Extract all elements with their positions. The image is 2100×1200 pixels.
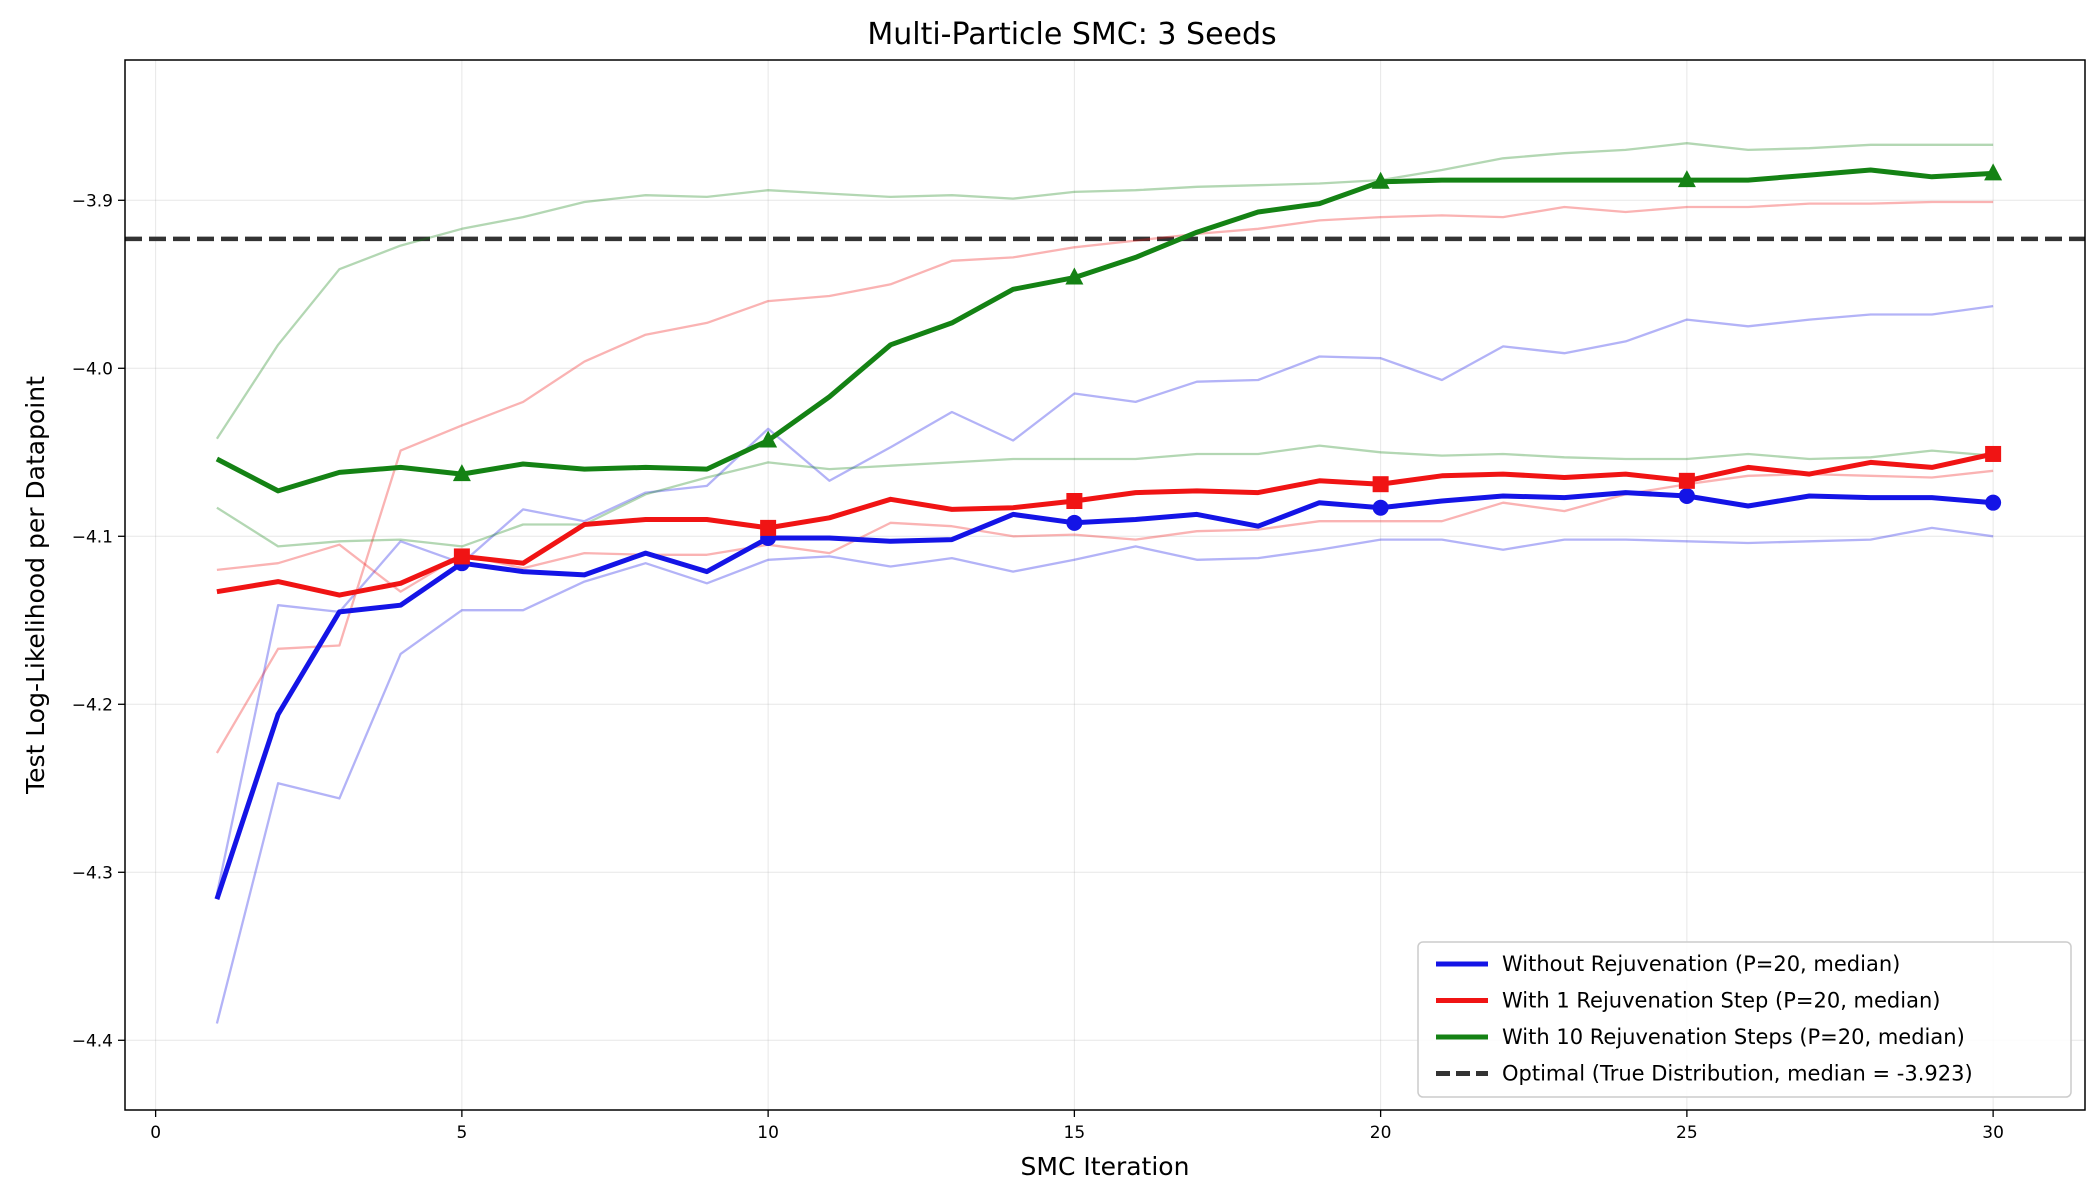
marker-series-2 <box>1066 493 1083 509</box>
legend-label: With 1 Rejuvenation Step (P=20, median) <box>1502 989 1940 1013</box>
plot-frame <box>124 59 2086 1111</box>
marker-series-1 <box>1678 487 1695 504</box>
seed-line-series-3 <box>216 444 1994 548</box>
x-axis-ticks: 0 5 10 15 20 25 30 <box>150 1110 2004 1143</box>
marker-series-3 <box>759 430 778 448</box>
seed-line-series-2 <box>215 200 1994 754</box>
marker-series-3 <box>452 464 471 482</box>
marker-series-2 <box>1678 472 1695 489</box>
y-tick-label: −4.1 <box>72 527 113 547</box>
marker-series-2 <box>453 548 470 565</box>
x-tick-label: 30 <box>1982 1123 2004 1143</box>
x-tick-label: 10 <box>757 1123 779 1143</box>
median-line-series-3 <box>215 167 1994 494</box>
y-tick-label: −4.2 <box>72 695 113 715</box>
median-line-series-1 <box>214 490 1994 900</box>
marker-series-3 <box>1677 170 1696 188</box>
marker-series-3 <box>1984 163 2003 181</box>
y-tick-label: −3.9 <box>72 191 113 211</box>
x-tick-label: 0 <box>150 1123 161 1143</box>
y-axis-ticks: −4.4 −4.3 −4.2 −4.1 −4.0 −3.9 <box>72 191 125 1051</box>
median-line-series-2 <box>216 451 1994 598</box>
marker-series-1 <box>1985 494 2002 511</box>
marker-series-2 <box>760 519 777 536</box>
marker-series-3 <box>1065 267 1084 285</box>
legend-label: Optimal (True Distribution, median = -3.… <box>1502 1062 1973 1086</box>
y-axis-label: Test Log-Likelihood per Datapoint <box>21 376 50 795</box>
markers <box>452 163 2003 572</box>
marker-series-1 <box>1372 499 1389 516</box>
legend: Without Rejuvenation (P=20, median) With … <box>1417 941 2072 1098</box>
x-tick-label: 15 <box>1064 1123 1086 1143</box>
y-tick-label: −4.4 <box>72 1031 113 1051</box>
x-tick-label: 25 <box>1676 1123 1698 1143</box>
marker-series-3 <box>1371 171 1390 189</box>
seed-line-series-2 <box>216 469 1994 593</box>
x-tick-label: 5 <box>456 1123 467 1143</box>
seed-line-series-1 <box>215 304 1994 895</box>
seed-lines <box>215 142 1994 1024</box>
marker-series-2 <box>1985 445 2002 462</box>
legend-label: With 10 Rejuvenation Steps (P=20, median… <box>1502 1025 1965 1049</box>
x-axis-label: SMC Iteration <box>1021 1152 1190 1181</box>
legend-box <box>1417 941 2072 1098</box>
x-tick-label: 20 <box>1370 1123 1392 1143</box>
y-tick-label: −4.0 <box>72 359 113 379</box>
seed-line-series-3 <box>215 142 1994 440</box>
grid <box>125 60 2085 1110</box>
chart-title: Multi-Particle SMC: 3 Seeds <box>867 17 1276 52</box>
legend-label: Without Rejuvenation (P=20, median) <box>1502 952 1900 976</box>
median-lines <box>214 167 1994 900</box>
marker-series-2 <box>1372 476 1389 493</box>
y-tick-label: −4.3 <box>72 863 113 883</box>
seed-line-series-1 <box>215 526 1994 1024</box>
marker-series-1 <box>1066 514 1083 531</box>
